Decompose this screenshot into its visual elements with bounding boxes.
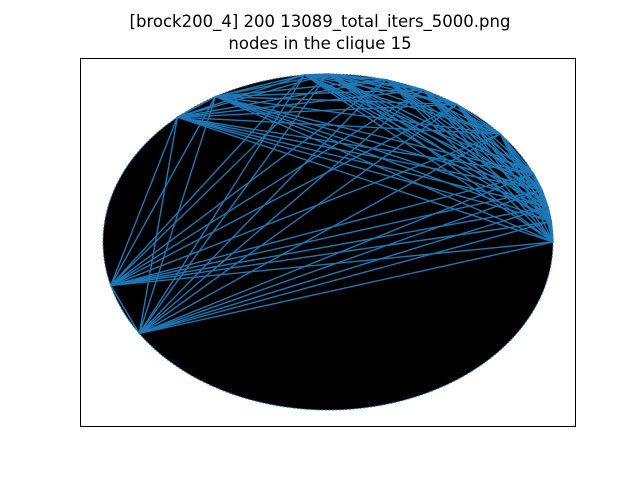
clique-edge — [110, 285, 140, 334]
clique-edge — [138, 96, 217, 334]
clique-edge — [177, 89, 424, 118]
chart-title-line-2: nodes in the clique 15 — [228, 34, 412, 53]
clique-edge — [215, 95, 543, 191]
clique-edge — [177, 103, 458, 118]
clique-edge — [386, 79, 424, 91]
clique-edge — [215, 95, 554, 243]
clique-edge — [385, 79, 458, 106]
clique-edge — [456, 103, 549, 208]
clique-edge — [138, 133, 501, 335]
clique-edge — [139, 220, 552, 335]
clique-edge — [139, 189, 543, 335]
clique-edge — [138, 89, 424, 335]
clique-edge — [177, 116, 534, 175]
clique-edge — [110, 241, 554, 287]
clique-edge — [138, 103, 458, 335]
clique-edge — [385, 79, 534, 175]
clique-edge — [138, 79, 387, 334]
clique-edge — [110, 220, 552, 287]
clique-edge — [110, 89, 424, 287]
clique-edge — [110, 79, 387, 287]
clique-edges — [110, 73, 554, 335]
clique-edge — [110, 73, 329, 287]
clique-edge — [110, 173, 534, 287]
clique-edge — [110, 206, 549, 287]
clique-edge — [304, 74, 387, 81]
clique-edge — [304, 74, 549, 208]
clique-edge — [422, 89, 552, 222]
clique-edge — [385, 79, 549, 208]
plot-area-frame — [80, 58, 576, 427]
clique-edge — [215, 95, 549, 208]
clique-edge — [138, 73, 329, 334]
clique-edge — [177, 95, 216, 118]
clique-edge — [422, 89, 534, 175]
clique-edge — [177, 116, 554, 243]
clique-edge — [422, 89, 549, 208]
clique-edge — [138, 117, 179, 334]
clique-edge — [215, 89, 424, 98]
clique-edge — [110, 189, 543, 287]
clique-edge — [499, 133, 535, 175]
chart-title-line-1: [brock200_4] 200 13089_total_iters_5000.… — [129, 12, 511, 31]
clique-edge — [110, 116, 179, 286]
clique-edge — [215, 79, 387, 98]
clique-edge — [385, 79, 554, 243]
clique-edge — [499, 133, 552, 222]
clique-edge — [139, 206, 549, 335]
clique-edge — [385, 79, 543, 191]
clique-edge — [499, 133, 549, 208]
clique-edge — [110, 103, 458, 287]
clique-edge — [385, 79, 552, 223]
clique-edge — [110, 96, 217, 286]
clique-edge — [385, 79, 501, 135]
clique-edge — [138, 74, 306, 334]
clique-edge — [177, 116, 543, 191]
clique-edge — [139, 241, 554, 335]
clique-edge — [177, 116, 552, 223]
clique-edge — [422, 89, 554, 243]
clique-edge — [177, 79, 387, 118]
clique-edge — [139, 173, 534, 335]
clique-edge — [215, 74, 305, 98]
clique-edge — [110, 133, 501, 287]
